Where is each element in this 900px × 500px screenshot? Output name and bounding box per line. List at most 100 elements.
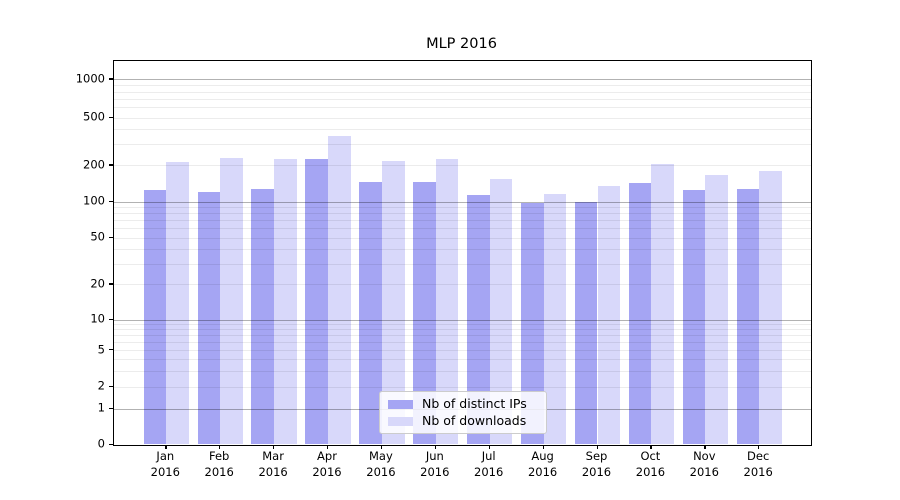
gridline-minor — [114, 237, 811, 239]
gridline-minor — [114, 329, 811, 331]
gridline-minor — [114, 263, 811, 265]
x-tick-label: Aug 2016 — [527, 449, 558, 479]
bar-distinct-ips-oct — [628, 183, 652, 445]
x-tick-mark — [542, 444, 544, 450]
gridline-minor — [114, 213, 811, 215]
gridline-minor — [114, 342, 811, 344]
bar-distinct-ips-jan — [143, 190, 167, 445]
gridline-minor — [114, 165, 811, 167]
x-tick-label: Jul 2016 — [474, 449, 504, 479]
y-tick-mark — [108, 443, 113, 445]
legend-swatch-downloads — [388, 416, 413, 427]
x-tick-mark — [488, 444, 490, 450]
gridline-major — [114, 319, 811, 321]
x-tick-label: Jan 2016 — [150, 449, 180, 479]
bar-downloads-oct — [651, 164, 675, 445]
x-tick-label: Apr 2016 — [312, 449, 342, 479]
gridline-minor — [114, 359, 811, 361]
gridline-minor — [114, 350, 811, 352]
x-tick-label: Sep 2016 — [581, 449, 612, 479]
gridline-minor — [114, 324, 811, 326]
bar-distinct-ips-feb — [197, 191, 221, 445]
chart-title: MLP 2016 — [426, 36, 497, 52]
y-tick-mark — [108, 200, 113, 203]
plot-area: Nb of distinct IPs Nb of downloads — [113, 60, 812, 446]
gridline-minor — [114, 370, 811, 372]
x-tick-mark — [758, 444, 760, 450]
gridline-minor — [114, 107, 811, 109]
y-tick-mark — [108, 236, 113, 239]
x-tick-mark — [273, 444, 275, 450]
bar-downloads-may — [381, 160, 405, 445]
bar-downloads-feb — [220, 158, 243, 445]
x-tick-label: May 2016 — [366, 449, 396, 479]
gridline-minor — [114, 85, 811, 87]
gridline-minor — [114, 98, 811, 100]
bar-downloads-jul — [489, 179, 513, 445]
gridline-major — [114, 201, 811, 203]
y-tick-mark — [108, 385, 113, 388]
y-tick-mark — [108, 318, 113, 320]
y-tick-mark — [108, 407, 113, 410]
x-tick-label: Oct 2016 — [635, 449, 666, 479]
gridline-major — [114, 79, 811, 81]
bar-distinct-ips-jul — [467, 195, 490, 445]
y-tick-label: 2 — [97, 378, 105, 393]
x-tick-label: Mar 2016 — [258, 449, 288, 479]
x-tick-mark — [165, 444, 167, 450]
y-tick-label: 1 — [97, 400, 105, 415]
y-tick-label: 20 — [90, 276, 105, 291]
bar-distinct-ips-dec — [736, 188, 760, 445]
bar-downloads-apr — [328, 136, 351, 445]
x-tick-mark — [596, 444, 598, 450]
y-tick-mark — [108, 349, 113, 351]
bar-distinct-ips-nov — [682, 189, 706, 445]
gridline-minor — [114, 335, 811, 337]
y-tick-mark — [108, 164, 113, 166]
gridline-minor — [114, 91, 811, 93]
bar-downloads-jan — [166, 161, 189, 445]
x-tick-mark — [380, 444, 383, 450]
grid-layer — [114, 61, 811, 445]
gridline-minor — [114, 249, 811, 251]
legend-label-downloads: Nb of downloads — [422, 413, 527, 429]
bar-distinct-ips-mar — [251, 188, 275, 445]
gridline-minor — [114, 144, 811, 146]
y-tick-mark — [108, 283, 113, 285]
bar-downloads-dec — [759, 171, 782, 445]
bar-downloads-sep — [597, 185, 621, 445]
gridline-minor — [114, 228, 811, 230]
x-tick-label: Jun 2016 — [420, 449, 450, 479]
bar-downloads-nov — [705, 175, 728, 445]
x-tick-label: Dec 2016 — [743, 449, 773, 479]
gridline-minor — [114, 220, 811, 222]
gridline-minor — [114, 117, 811, 119]
y-tick-mark — [108, 116, 113, 118]
legend-item-distinct-ips: Nb of distinct IPs — [388, 397, 538, 412]
y-tick-label: 5 — [97, 342, 105, 356]
bar-distinct-ips-apr — [305, 159, 328, 445]
bars-layer — [114, 61, 811, 445]
x-tick-mark — [219, 444, 221, 450]
gridline-minor — [114, 207, 811, 209]
bar-distinct-ips-jun — [413, 182, 436, 445]
legend-label-distinct-ips: Nb of distinct IPs — [422, 396, 527, 412]
bar-downloads-mar — [274, 158, 297, 445]
legend-swatch-distinct-ips — [388, 399, 413, 410]
y-tick-label: 10 — [90, 311, 105, 326]
legend: Nb of distinct IPs Nb of downloads — [379, 391, 547, 434]
y-tick-label: 200 — [83, 157, 105, 172]
x-tick-label: Nov 2016 — [689, 449, 719, 479]
gridline-minor — [114, 129, 811, 131]
y-tick-label: 100 — [83, 193, 105, 208]
x-tick-mark — [434, 444, 437, 450]
bar-downloads-aug — [543, 193, 567, 445]
legend-item-downloads: Nb of downloads — [388, 414, 538, 429]
bar-distinct-ips-may — [359, 182, 382, 445]
x-tick-mark — [704, 444, 706, 450]
bar-distinct-ips-sep — [574, 201, 598, 445]
y-tick-label: 1000 — [75, 71, 105, 86]
y-tick-label: 50 — [90, 229, 105, 244]
x-tick-mark — [650, 444, 652, 450]
